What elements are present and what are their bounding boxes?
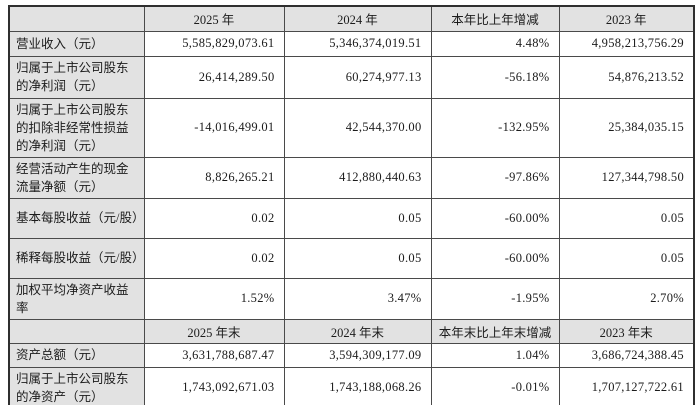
row-label-deducted-net-profit: 归属于上市公司股东的扣除非经常性损益的净利润（元） [8, 97, 145, 158]
basic-eps-2024: 0.05 [283, 197, 432, 239]
net-profit-2024: 60,274,977.13 [283, 55, 432, 99]
header-cell-2025-end: 2025 年末 [143, 318, 285, 344]
diluted-eps-change: -60.00% [430, 237, 560, 279]
revenue-change: 4.48% [430, 30, 560, 57]
table-row-basic-eps: 基本每股收益（元/股） 0.02 0.05 -60.00% 0.05 [8, 197, 695, 239]
diluted-eps-2025: 0.02 [143, 237, 285, 279]
table-row-operating-cash-flow: 经营活动产生的现金流量净额（元） 8,826,265.21 412,880,44… [8, 156, 695, 199]
header-cell-2023-end: 2023 年末 [558, 318, 695, 344]
header-cell-2023: 2023 年 [558, 5, 695, 32]
net-assets-2023: 1,707,127,722.61 [558, 366, 695, 405]
revenue-2023: 4,958,213,756.29 [558, 30, 695, 57]
header-row-year-end: 2025 年末 2024 年末 本年末比上年末增减 2023 年末 [8, 318, 695, 344]
basic-eps-2023: 0.05 [558, 197, 695, 239]
net-assets-2024: 1,743,188,068.26 [283, 366, 432, 405]
net-profit-change: -56.18% [430, 55, 560, 99]
revenue-2024: 5,346,374,019.51 [283, 30, 432, 57]
diluted-eps-2023: 0.05 [558, 237, 695, 279]
operating-cash-flow-change: -97.86% [430, 156, 560, 199]
header-cell-year-end-change: 本年末比上年末增减 [430, 318, 560, 344]
row-label-operating-cash-flow: 经营活动产生的现金流量净额（元） [8, 156, 145, 199]
table-row-net-profit: 归属于上市公司股东的净利润（元） 26,414,289.50 60,274,97… [8, 55, 695, 99]
table-row-deducted-net-profit: 归属于上市公司股东的扣除非经常性损益的净利润（元） -14,016,499.01… [8, 97, 695, 158]
basic-eps-change: -60.00% [430, 197, 560, 239]
header-cell-blank-2 [8, 318, 145, 344]
total-assets-2023: 3,686,724,388.45 [558, 342, 695, 368]
net-profit-2023: 54,876,213.52 [558, 55, 695, 99]
header-cell-2025: 2025 年 [143, 5, 285, 32]
header-cell-2024-end: 2024 年末 [283, 318, 432, 344]
table-row-weighted-roe: 加权平均净资产收益率 1.52% 3.47% -1.95% 2.70% [8, 277, 695, 320]
operating-cash-flow-2024: 412,880,440.63 [283, 156, 432, 199]
revenue-2025: 5,585,829,073.61 [143, 30, 285, 57]
row-label-net-assets: 归属于上市公司股东的净资产（元） [8, 366, 145, 405]
net-profit-2025: 26,414,289.50 [143, 55, 285, 99]
net-assets-change: -0.01% [430, 366, 560, 405]
table-row-net-assets: 归属于上市公司股东的净资产（元） 1,743,092,671.03 1,743,… [8, 366, 695, 405]
diluted-eps-2024: 0.05 [283, 237, 432, 279]
table-row-diluted-eps: 稀释每股收益（元/股） 0.02 0.05 -60.00% 0.05 [8, 237, 695, 279]
deducted-net-profit-2025: -14,016,499.01 [143, 97, 285, 158]
deducted-net-profit-2023: 25,384,035.15 [558, 97, 695, 158]
row-label-net-profit: 归属于上市公司股东的净利润（元） [8, 55, 145, 99]
total-assets-change: 1.04% [430, 342, 560, 368]
net-assets-2025: 1,743,092,671.03 [143, 366, 285, 405]
row-label-total-assets: 资产总额（元） [8, 342, 145, 368]
weighted-roe-2025: 1.52% [143, 277, 285, 320]
header-row-annual: 2025 年 2024 年 本年比上年增减 2023 年 [8, 5, 695, 32]
table-row-total-assets: 资产总额（元） 3,631,788,687.47 3,594,309,177.0… [8, 342, 695, 368]
total-assets-2024: 3,594,309,177.09 [283, 342, 432, 368]
operating-cash-flow-2023: 127,344,798.50 [558, 156, 695, 199]
deducted-net-profit-change: -132.95% [430, 97, 560, 158]
header-cell-2024: 2024 年 [283, 5, 432, 32]
deducted-net-profit-2024: 42,544,370.00 [283, 97, 432, 158]
total-assets-2025: 3,631,788,687.47 [143, 342, 285, 368]
financial-indicators-table: 2025 年 2024 年 本年比上年增减 2023 年 营业收入（元） 5,5… [8, 5, 695, 405]
operating-cash-flow-2025: 8,826,265.21 [143, 156, 285, 199]
row-label-weighted-roe: 加权平均净资产收益率 [8, 277, 145, 320]
table-row-revenue: 营业收入（元） 5,585,829,073.61 5,346,374,019.5… [8, 30, 695, 57]
header-cell-yoy-change: 本年比上年增减 [430, 5, 560, 32]
weighted-roe-2024: 3.47% [283, 277, 432, 320]
row-label-revenue: 营业收入（元） [8, 30, 145, 57]
row-label-basic-eps: 基本每股收益（元/股） [8, 197, 145, 239]
weighted-roe-2023: 2.70% [558, 277, 695, 320]
basic-eps-2025: 0.02 [143, 197, 285, 239]
row-label-diluted-eps: 稀释每股收益（元/股） [8, 237, 145, 279]
weighted-roe-change: -1.95% [430, 277, 560, 320]
header-cell-blank [8, 5, 145, 32]
